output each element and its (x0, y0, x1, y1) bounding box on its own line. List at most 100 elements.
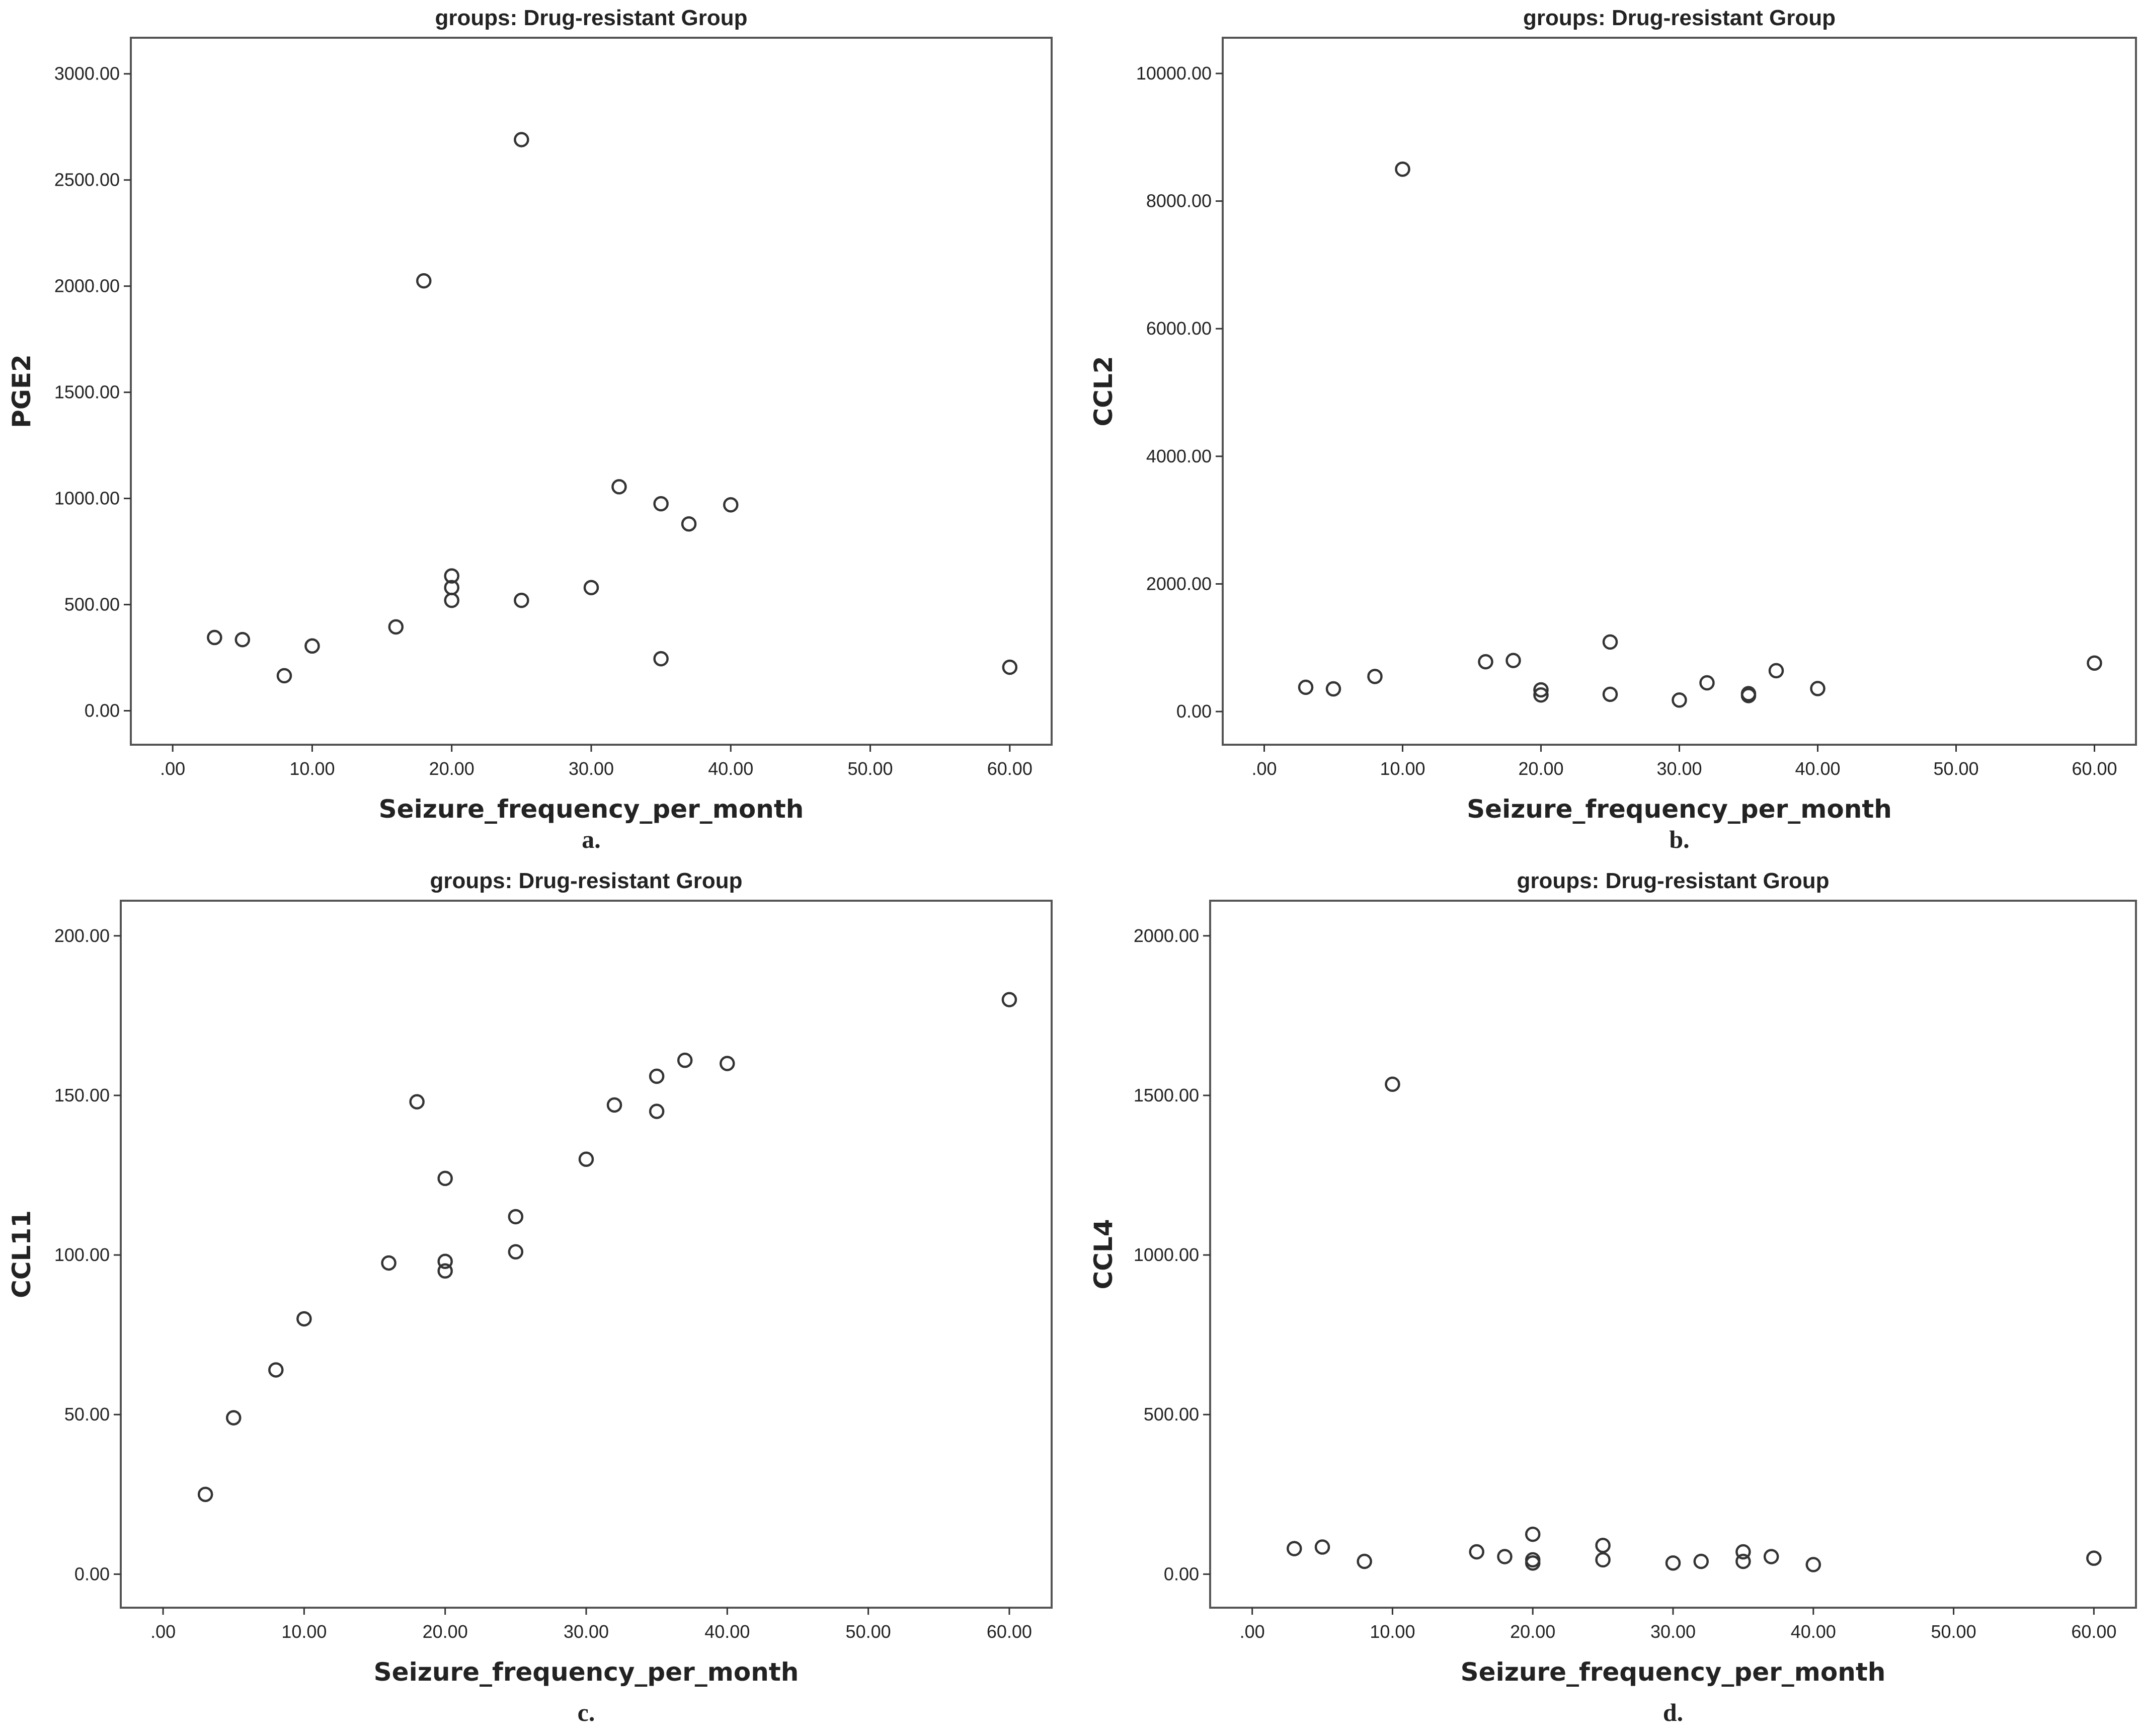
panel-caption: d. (1663, 1698, 1683, 1726)
y-tick-label: 500.00 (1144, 1404, 1199, 1425)
data-point (2087, 655, 2102, 671)
data-point (296, 1311, 312, 1327)
data-point (1357, 1553, 1372, 1569)
y-tick-label: 2500.00 (54, 170, 120, 190)
data-point (1469, 1544, 1484, 1560)
data-point (578, 1151, 594, 1167)
data-point (1525, 1555, 1541, 1571)
data-point (444, 568, 459, 584)
x-tick-label: 30.00 (569, 758, 614, 779)
panel-caption: a. (582, 825, 601, 853)
data-point (681, 516, 697, 532)
data-point (508, 1244, 524, 1259)
data-point (1768, 663, 1784, 679)
x-tick-label: 10.00 (1380, 758, 1425, 779)
plot-frame (1222, 37, 2137, 746)
y-tick-label: 200.00 (54, 925, 110, 946)
x-tick-label: 30.00 (564, 1621, 609, 1642)
y-axis-label: CCL2 (1089, 356, 1118, 426)
data-point (1699, 675, 1715, 691)
y-tick-label: 50.00 (64, 1404, 110, 1425)
panel-caption: b. (1669, 825, 1689, 853)
data-point (1367, 669, 1383, 684)
x-axis-label: Seizure_frequency_per_month (1467, 795, 1892, 824)
data-point (2086, 1550, 2102, 1566)
y-tick-label: 0.00 (1176, 701, 1212, 722)
y-tick-label: 0.00 (1164, 1563, 1199, 1584)
x-axis-label: Seizure_frequency_per_month (1461, 1658, 1886, 1687)
data-point (1533, 687, 1549, 703)
x-tick-label: 20.00 (429, 758, 474, 779)
data-point (437, 1253, 453, 1270)
data-point (653, 496, 669, 512)
y-tick-label: 1000.00 (54, 488, 120, 509)
x-axis-label: Seizure_frequency_per_month (379, 795, 804, 824)
data-point (1525, 1526, 1541, 1542)
data-point (723, 497, 739, 513)
y-tick-label: 2000.00 (1146, 573, 1212, 594)
x-tick-label: 40.00 (704, 1621, 750, 1642)
data-point (611, 479, 627, 495)
x-tick-label: 50.00 (846, 1621, 891, 1642)
data-point (1497, 1549, 1513, 1564)
y-tick-label: 500.00 (64, 594, 120, 615)
y-tick-label: 10000.00 (1136, 63, 1212, 84)
data-point (1693, 1553, 1709, 1569)
plot-frame (130, 37, 1053, 746)
data-point (207, 629, 222, 646)
chart-panel-c: groups: Drug-resistant Group 0.00 50.00 100… (7, 869, 1053, 1726)
data-point (1478, 654, 1493, 670)
x-tick-label: 60.00 (2072, 758, 2117, 779)
chart-panel-b: groups: Drug-resistant Group 0.00 2000.00 4… (1089, 6, 2137, 853)
x-tick-label: 20.00 (1510, 1621, 1555, 1642)
y-tick-label: 6000.00 (1146, 318, 1212, 339)
y-axis-label: CCL11 (7, 1210, 36, 1298)
y-tick-label: 1500.00 (1134, 1085, 1199, 1106)
x-tick-label: 10.00 (289, 758, 335, 779)
data-point (1002, 659, 1018, 675)
data-point (677, 1052, 693, 1068)
x-tick-label: 30.00 (1656, 758, 1702, 779)
data-point (649, 1103, 665, 1119)
y-tick-label: 1500.00 (54, 382, 120, 403)
x-tick-label: 30.00 (1650, 1621, 1696, 1642)
x-tick-label: 40.00 (1791, 1621, 1836, 1642)
data-point (1595, 1538, 1611, 1553)
y-tick-label: 2000.00 (54, 276, 120, 296)
y-tick-label: 0.00 (85, 700, 120, 721)
data-point (649, 1068, 665, 1084)
y-axis-label: CCL4 (1089, 1219, 1118, 1289)
data-point (1602, 686, 1618, 702)
y-tick-label: 8000.00 (1146, 191, 1212, 211)
chart-title: groups: Drug-resistant Group (430, 869, 743, 893)
data-point (1805, 1557, 1821, 1572)
y-tick-label: 150.00 (54, 1085, 110, 1106)
x-tick-label: 10.00 (1370, 1621, 1415, 1642)
data-point (1740, 688, 1757, 703)
data-point (1602, 634, 1618, 650)
data-point (1595, 1552, 1611, 1568)
data-point (514, 592, 529, 608)
x-tick-label: 60.00 (2071, 1621, 2116, 1642)
x-tick-label: 60.00 (987, 758, 1033, 779)
panel-caption: c. (578, 1698, 595, 1726)
data-point (268, 1362, 284, 1378)
data-point (1810, 681, 1826, 696)
data-point (437, 1263, 453, 1279)
data-point (1385, 1076, 1400, 1092)
plot-frame (120, 900, 1053, 1609)
x-tick-label: 50.00 (1931, 1621, 1976, 1642)
y-axis-label: PGE2 (7, 354, 36, 428)
data-point (416, 273, 432, 289)
data-point (304, 638, 320, 654)
x-tick-label: 40.00 (1795, 758, 1840, 779)
data-point (1287, 1541, 1302, 1556)
data-point (197, 1486, 213, 1503)
data-point (1763, 1549, 1779, 1564)
y-tick-label: 4000.00 (1146, 446, 1212, 466)
data-point (583, 580, 599, 596)
data-point (720, 1056, 735, 1071)
data-point (508, 1209, 524, 1225)
y-tick-label: 0.00 (74, 1563, 110, 1584)
